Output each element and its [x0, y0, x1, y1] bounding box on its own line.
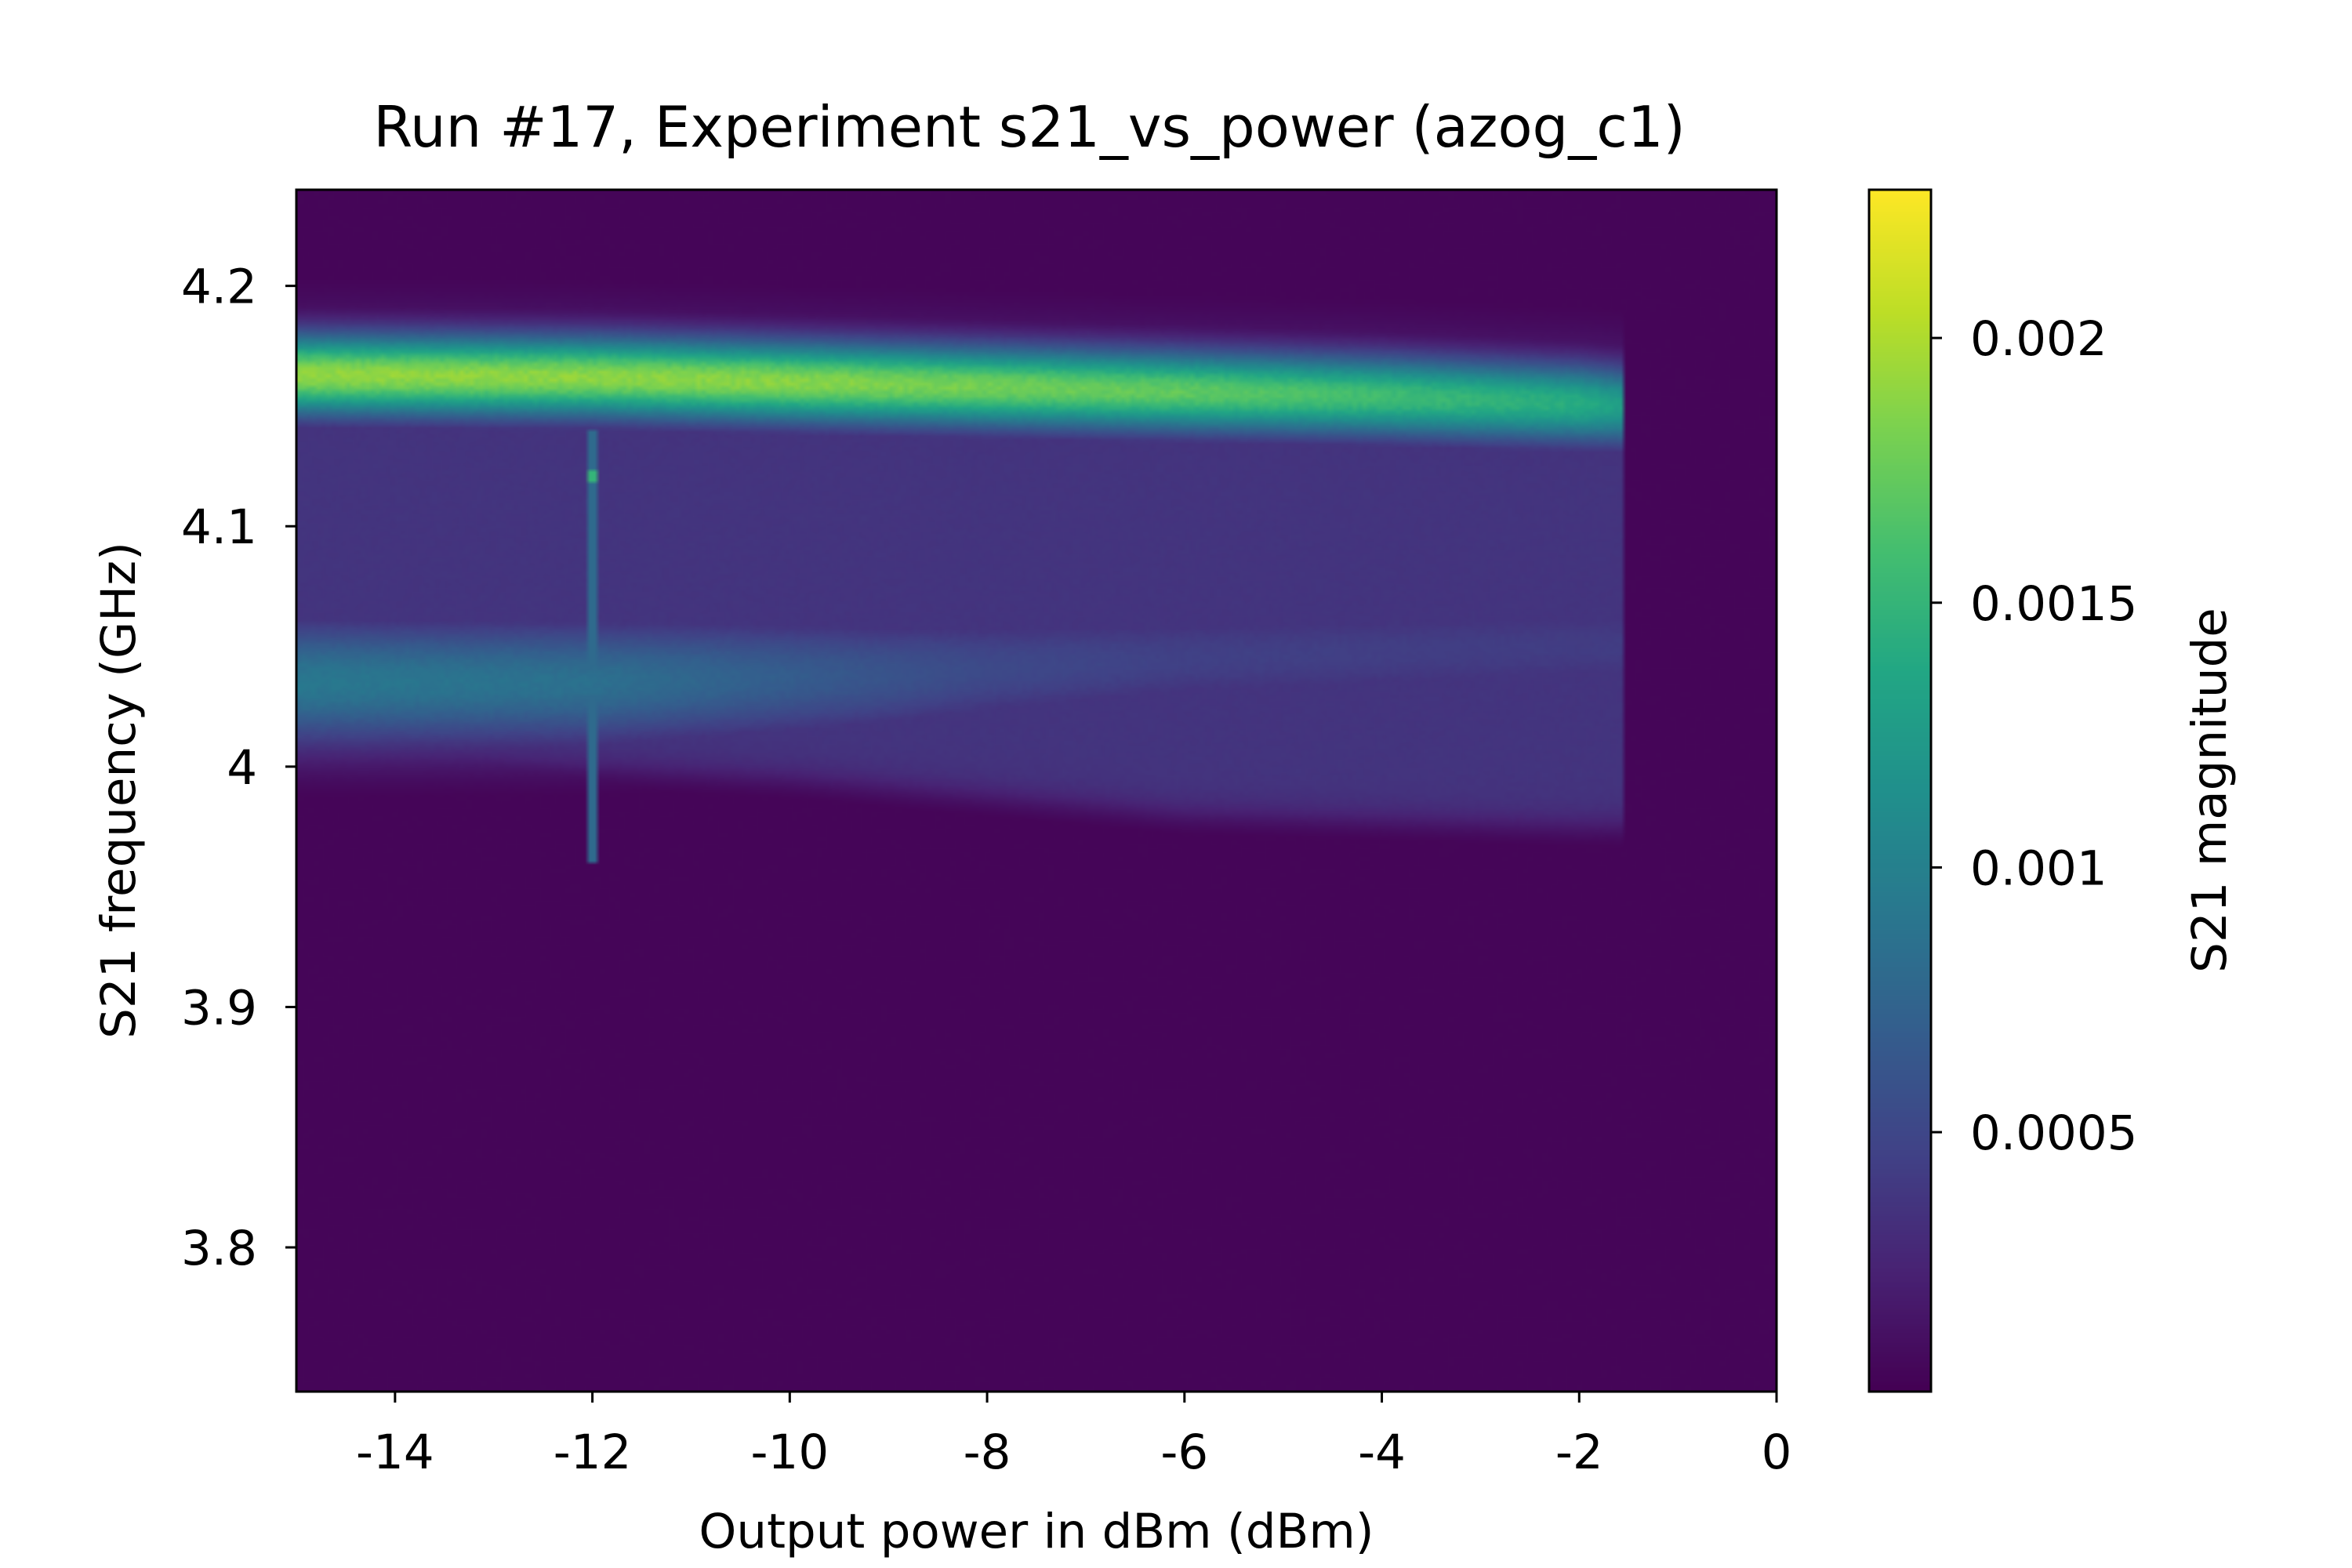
x-axis-ticks: -14 -12 -10 -8 -6 -4 -2 0: [356, 1392, 1791, 1480]
x-axis-label: Output power in dBm (dBm): [699, 1504, 1374, 1559]
colorbar-tick-label: 0.002: [1970, 311, 2107, 367]
x-tick-label: -6: [1160, 1425, 1208, 1480]
colorbar-frame: [1867, 188, 1933, 1393]
y-tick-label: 4.2: [181, 260, 257, 315]
chart-title: Run #17, Experiment s21_vs_power (azog_c…: [373, 94, 1685, 160]
colorbar-ticks: 0.0005 0.001 0.0015 0.002: [1931, 311, 2137, 1161]
y-tick-label: 4.1: [181, 499, 257, 555]
x-tick-label: -8: [964, 1425, 1011, 1480]
y-tick-label: 3.8: [181, 1221, 257, 1276]
x-tick-label: -4: [1358, 1425, 1406, 1480]
colorbar-tick-label: 0.0015: [1970, 576, 2137, 632]
colorbar-gradient: [1869, 190, 1931, 1392]
plot-area-frame: [295, 188, 1778, 1393]
colorbar-label: S21 magnitude: [2182, 608, 2238, 973]
y-axis-label: S21 frequency (GHz): [91, 542, 147, 1039]
x-tick-label: -10: [751, 1425, 829, 1480]
y-axis-ticks: 3.8 3.9 4 4.1 4.2: [181, 260, 296, 1276]
y-tick-label: 4: [227, 740, 257, 796]
x-tick-label: 0: [1762, 1425, 1792, 1480]
x-tick-label: -14: [356, 1425, 434, 1480]
y-tick-label: 3.9: [181, 980, 257, 1036]
heatmap-image: [296, 190, 1777, 1392]
colorbar-tick-label: 0.001: [1970, 840, 2107, 896]
colorbar-tick-label: 0.0005: [1970, 1105, 2137, 1161]
x-tick-label: -12: [554, 1425, 632, 1480]
x-tick-label: -2: [1555, 1425, 1603, 1480]
